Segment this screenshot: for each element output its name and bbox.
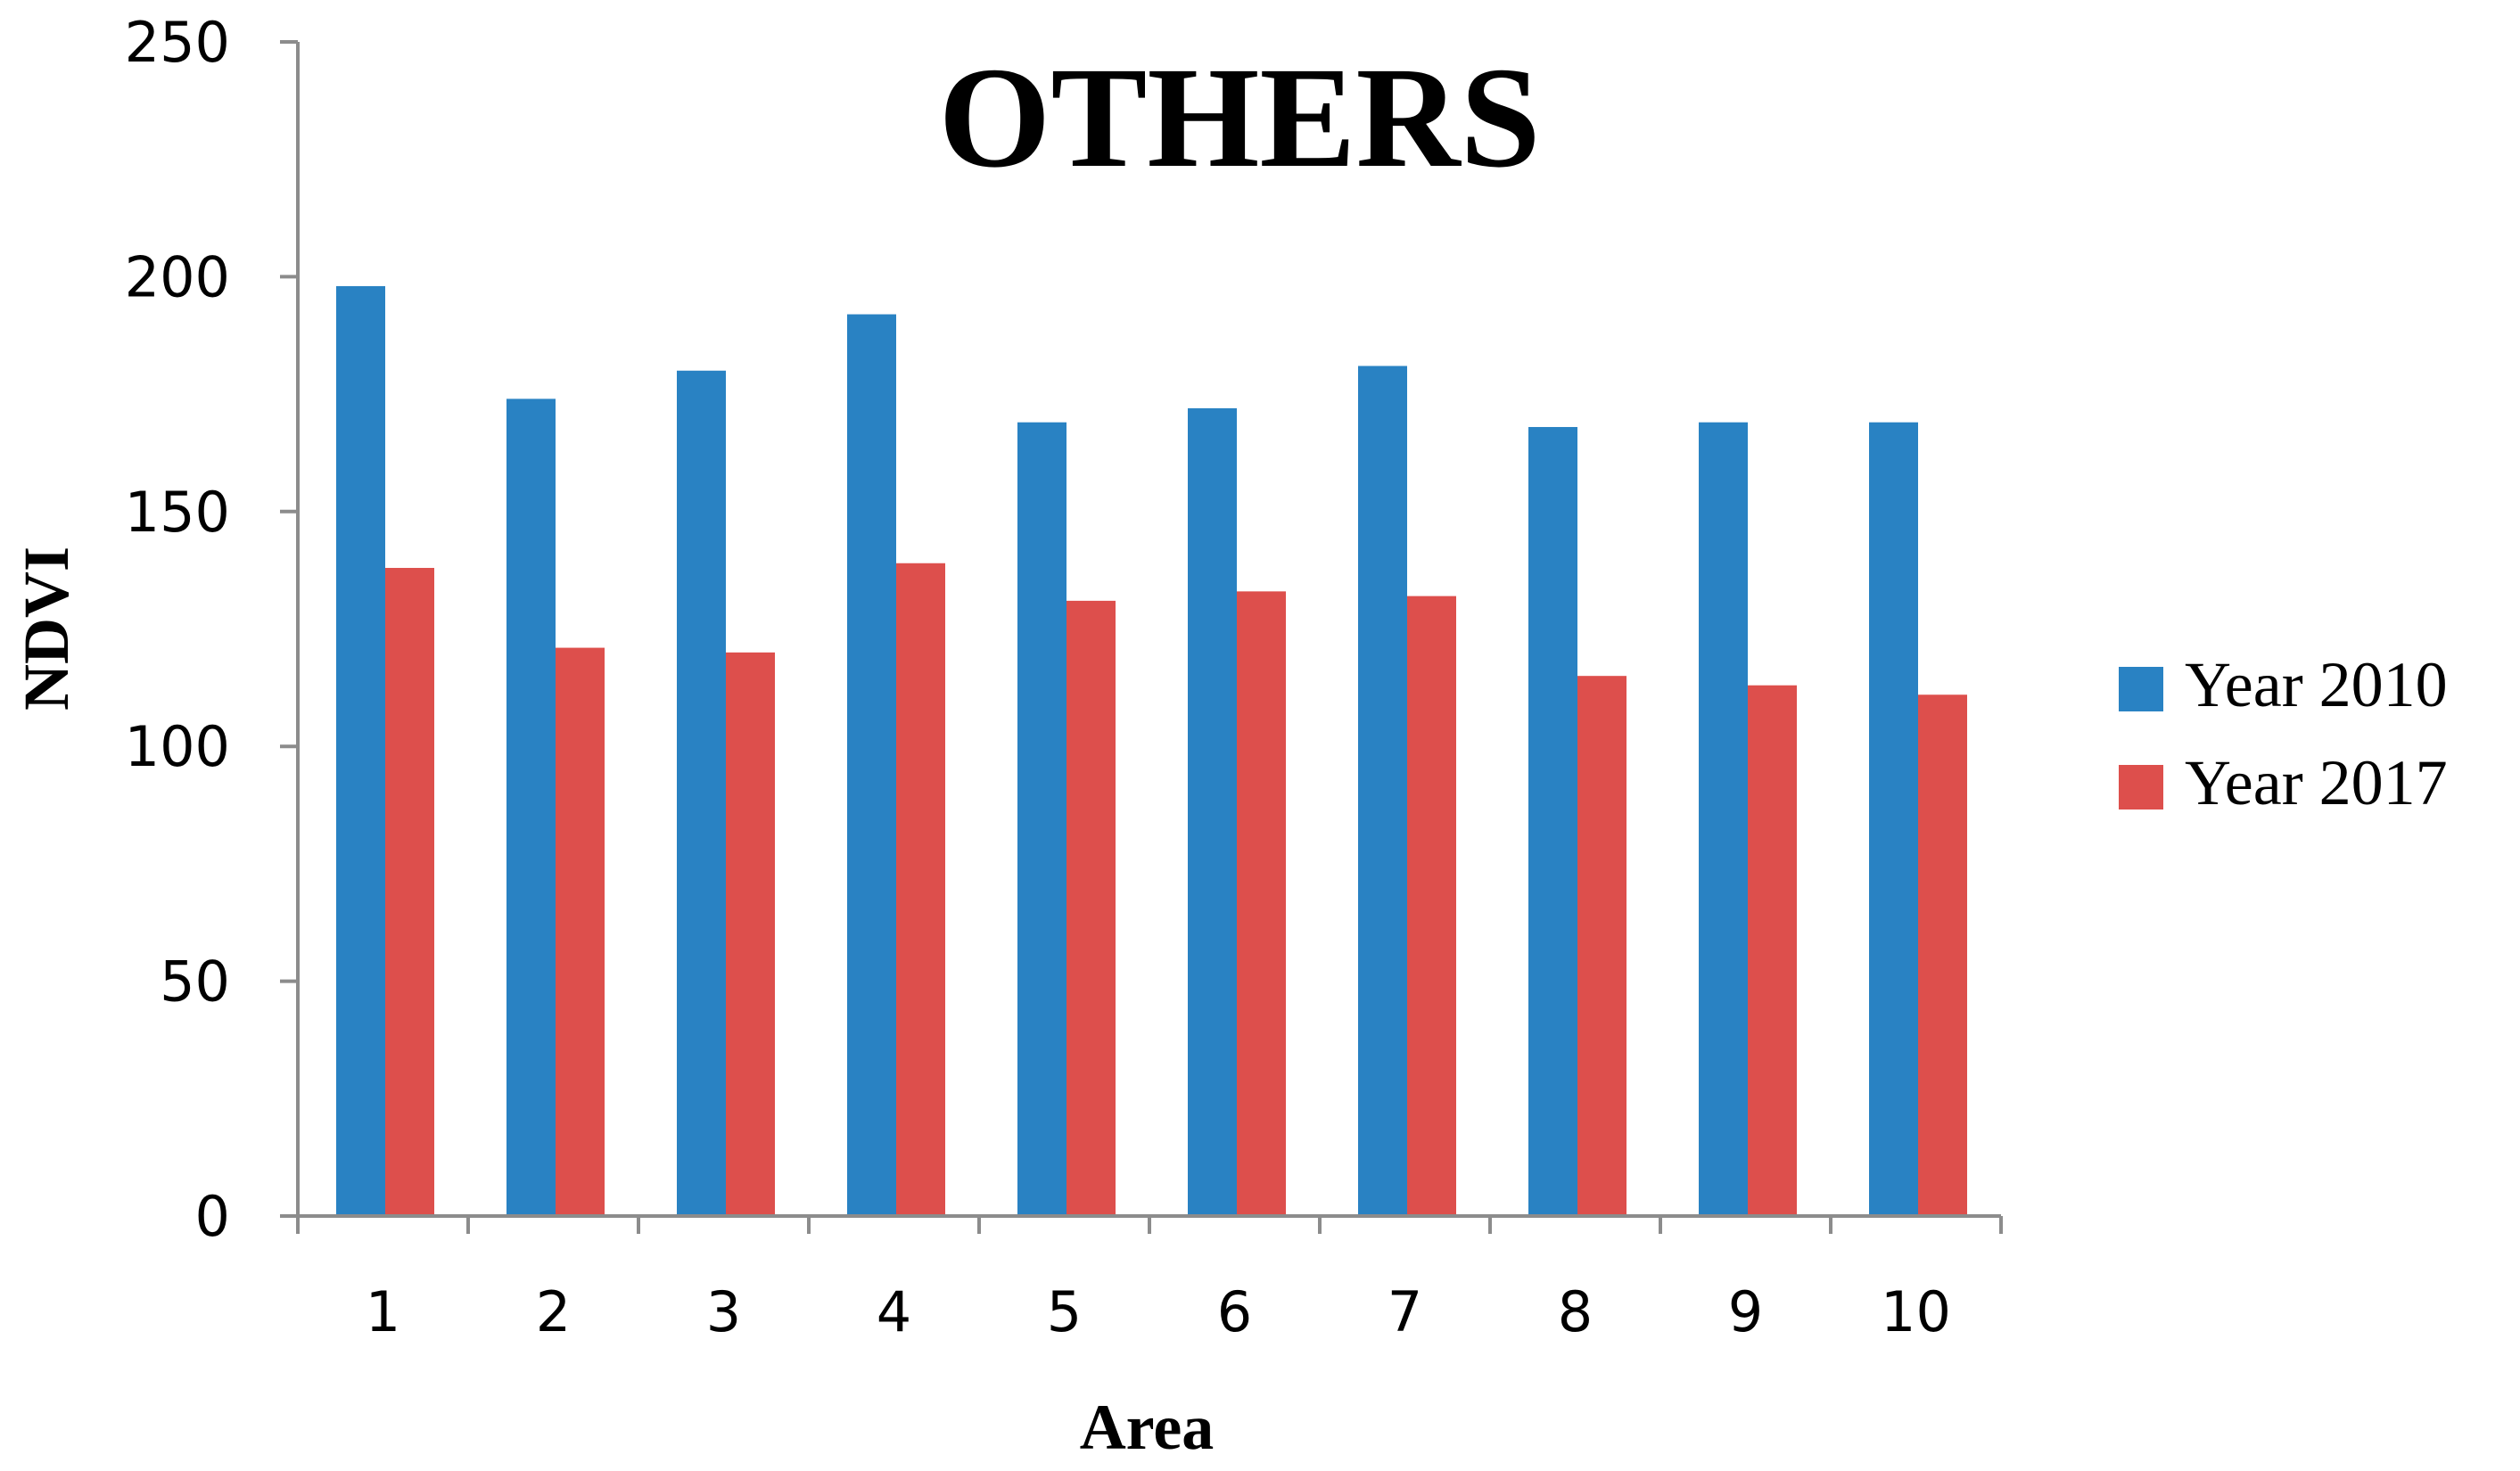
bar-series-1-area-3 [677, 370, 726, 1216]
x-tick-label: 3 [706, 1279, 741, 1344]
chart-title: OTHERS [938, 38, 1540, 198]
legend-label: Year 2017 [2185, 747, 2448, 818]
bar-series-1-area-10 [1869, 422, 1918, 1216]
x-tick-label: 8 [1558, 1279, 1593, 1344]
bar-series-1-area-7 [1358, 366, 1407, 1216]
bar-series-1-area-5 [1017, 422, 1066, 1216]
y-tick-label: 200 [125, 244, 230, 309]
y-tick-label: 100 [125, 714, 230, 779]
x-tick-label: 2 [536, 1279, 571, 1344]
legend-swatch [2119, 765, 2163, 809]
bar-series-2-area-3 [726, 652, 775, 1216]
bar-series-2-area-5 [1066, 600, 1116, 1216]
ticks-layer: 0 50 100 150 200 250 1 2 3 4 5 6 7 8 9 10 [125, 10, 2003, 1344]
x-tick-label: 10 [1881, 1279, 1951, 1344]
y-tick-label: 250 [125, 10, 230, 75]
legend: Year 2010 Year 2017 [2119, 649, 2448, 818]
legend-label: Year 2010 [2185, 649, 2448, 720]
legend-swatch [2119, 667, 2163, 711]
x-tick-label: 7 [1388, 1279, 1422, 1344]
y-axis-label: NDVI [11, 546, 82, 711]
bar-series-2-area-7 [1407, 596, 1456, 1216]
bar-series-2-area-4 [896, 563, 945, 1216]
bar-series-2-area-1 [385, 568, 434, 1216]
y-tick-label: 150 [125, 480, 230, 545]
x-tick-label: 5 [1047, 1279, 1082, 1344]
x-tick-label: 1 [366, 1279, 400, 1344]
bars-layer [336, 285, 1967, 1216]
bar-series-2-area-10 [1918, 694, 1967, 1216]
bar-series-1-area-1 [336, 285, 385, 1216]
bar-series-1-area-8 [1528, 426, 1577, 1216]
x-tick-label: 9 [1728, 1279, 1763, 1344]
bar-series-1-area-2 [506, 399, 556, 1216]
bar-series-2-area-2 [556, 647, 605, 1216]
bar-series-1-area-9 [1699, 422, 1748, 1216]
y-tick-label: 50 [160, 949, 230, 1015]
y-tick-label: 0 [195, 1184, 230, 1249]
x-tick-label: 4 [877, 1279, 911, 1344]
bar-series-2-area-6 [1237, 591, 1286, 1216]
bar-series-2-area-8 [1577, 676, 1626, 1216]
bar-series-1-area-6 [1188, 407, 1237, 1216]
bar-series-1-area-4 [847, 314, 896, 1216]
x-axis-label: Area [1080, 1392, 1215, 1463]
x-tick-label: 6 [1217, 1279, 1252, 1344]
bar-series-2-area-9 [1748, 685, 1797, 1216]
